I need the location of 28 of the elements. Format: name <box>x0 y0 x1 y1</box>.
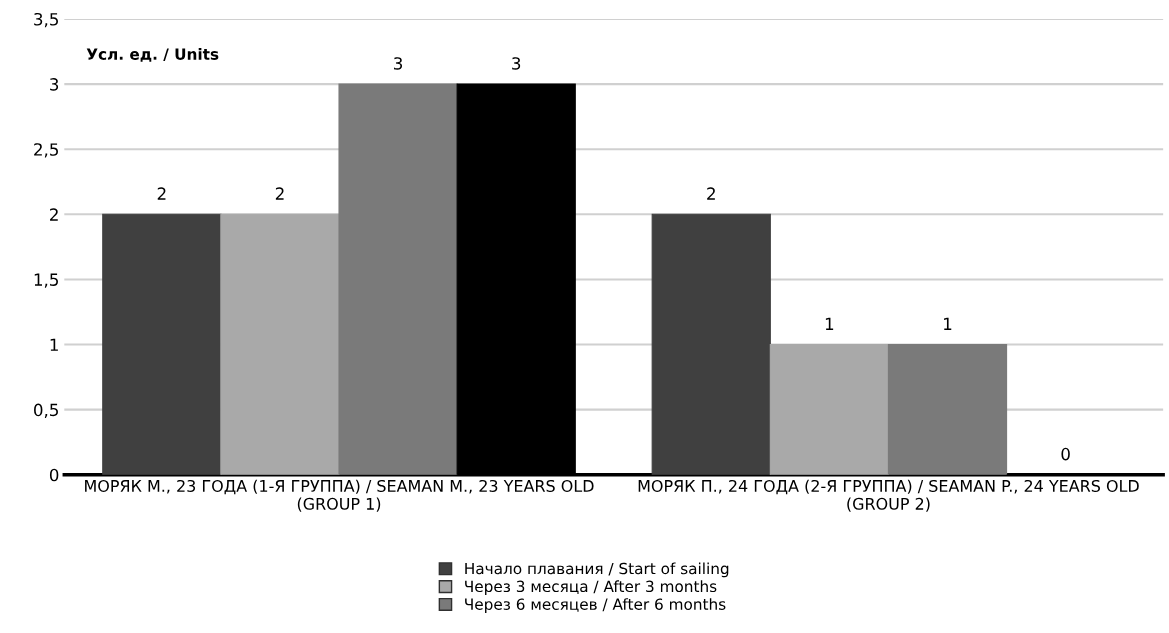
legend-label: Через 3 месяца / After 3 months <box>465 580 717 596</box>
data-label: 2 <box>275 187 284 200</box>
y-tick-label: 3,5 <box>34 12 58 28</box>
legend-label: Через 6 месяцев / After 6 months <box>465 598 726 613</box>
y-tick-label: 3 <box>50 78 59 91</box>
x-tick-label: МОРЯК П., 24 ГОДА (2-Я ГРУППА) / SEAMAN P., 24 YEARS OLD (GROUP 2) <box>638 479 1139 512</box>
bar <box>338 83 458 475</box>
y-tick-label: 0 <box>49 468 59 482</box>
legend-label: Начало плавания / Start of sailing <box>465 562 729 578</box>
bar <box>887 343 1008 475</box>
y-tick-label: 1 <box>50 338 58 351</box>
bar <box>220 213 340 475</box>
y-axis-title: Усл. ед. / Units <box>86 48 219 62</box>
bar <box>651 213 771 475</box>
data-label: 1 <box>944 317 952 330</box>
y-tick-label: 2,5 <box>34 143 58 158</box>
y-tick-label: 0,5 <box>34 403 58 418</box>
data-label: 1 <box>825 317 834 330</box>
bar <box>769 343 889 475</box>
data-label: 0 <box>1061 447 1070 461</box>
data-label: 3 <box>394 57 403 70</box>
bar <box>102 213 222 475</box>
data-label: 2 <box>157 187 166 200</box>
data-label: 3 <box>512 57 521 70</box>
y-tick-label: 1,5 <box>34 273 58 288</box>
x-tick-label: МОРЯК М., 23 ГОДА (1-Я ГРУППА) / SEAMAN M., 23 YEARS OLD (GROUP 1) <box>85 479 594 512</box>
y-tick-label: 2 <box>50 208 58 221</box>
data-label: 2 <box>707 187 715 200</box>
